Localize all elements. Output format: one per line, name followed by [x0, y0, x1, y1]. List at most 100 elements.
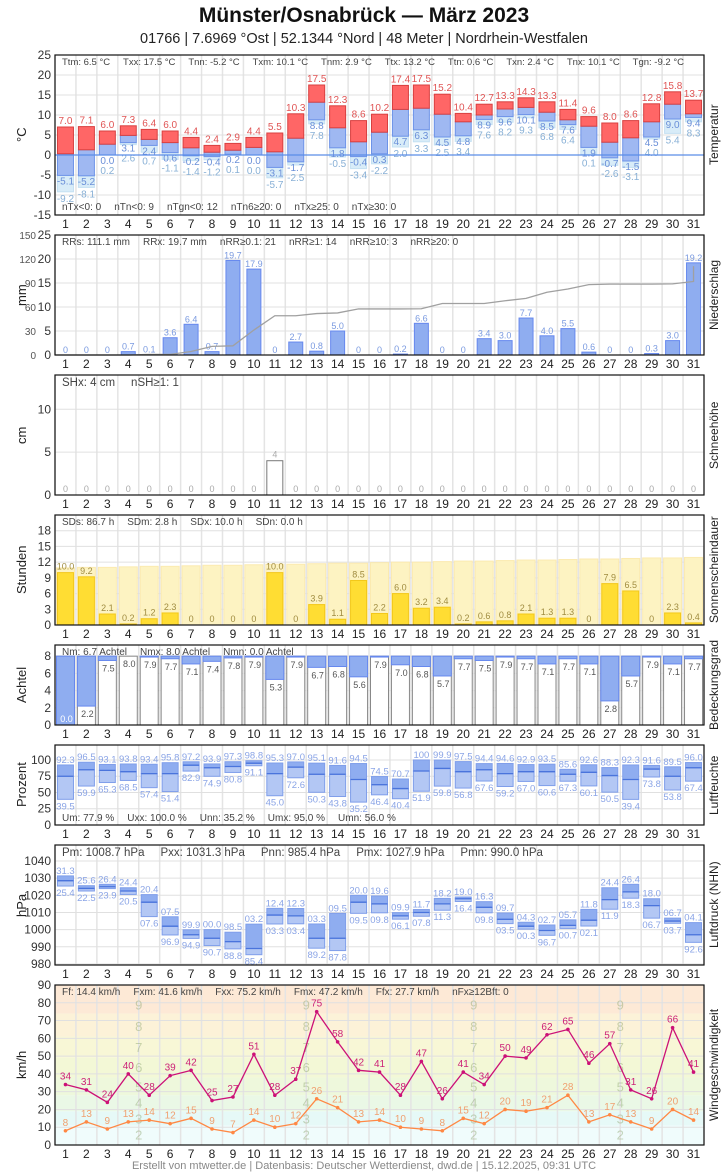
day-label: 4: [125, 357, 132, 371]
day-label: 24: [540, 627, 554, 641]
stat-item: Pnn: 985.4 hPa: [260, 847, 341, 859]
day-label: 26: [582, 967, 596, 981]
gust-point: [482, 1082, 486, 1087]
max-label: 98.5: [224, 922, 243, 933]
max-label: 97.3: [224, 752, 243, 763]
wind-label: 9: [105, 1116, 111, 1127]
sun-bar: [329, 618, 347, 626]
day-label: 21: [477, 1147, 491, 1161]
tmin-bar: [643, 121, 661, 138]
stat-item: Tnm: 2.9 °C: [321, 57, 372, 68]
panel-title: Windgeschwindigkeit: [707, 1008, 721, 1122]
min-label: 68.5: [119, 782, 138, 793]
tmax-bar: [56, 126, 74, 155]
day-label: 27: [603, 627, 617, 641]
y-tick-label: 4: [44, 684, 51, 698]
day-label: 16: [373, 497, 387, 511]
day-label: 25: [561, 357, 575, 371]
day-label: 24: [540, 1147, 554, 1161]
clear-sky-bar: [537, 655, 557, 665]
wind-point: [503, 1107, 507, 1112]
cloud-label: 7.5: [102, 663, 115, 673]
max-label: 03.3: [307, 914, 326, 925]
wind-label: 9: [419, 1116, 425, 1127]
min-label: 89.2: [307, 950, 326, 961]
tground-label: -2.5: [287, 173, 305, 184]
precip-label: 6.4: [185, 314, 198, 324]
gust-label: 57: [604, 1031, 616, 1042]
lower-range-bar: [391, 788, 409, 800]
sun-bar: [559, 617, 577, 626]
sun-bar: [161, 612, 179, 626]
precip-label: 3.4: [478, 329, 491, 339]
day-label: 2: [83, 357, 90, 371]
max-label: 92.3: [56, 755, 75, 766]
panel-background: [55, 235, 704, 355]
gust-label: 28: [144, 1082, 156, 1093]
upper-range-bar: [308, 762, 326, 775]
day-label: 6: [167, 967, 174, 981]
min-label: 20.5: [119, 896, 138, 907]
cloud-label: 7.4: [207, 664, 220, 674]
beaufort-label: 4: [135, 1095, 142, 1110]
gust-label: 31: [625, 1077, 637, 1088]
day-label: 18: [415, 497, 429, 511]
gust-label: 27: [227, 1084, 239, 1095]
y-tick-label: 20: [38, 1102, 52, 1116]
day-label: 8: [209, 627, 216, 641]
cloud-label: 7.7: [458, 662, 471, 672]
panel-title: Sonnenscheindauer: [707, 516, 721, 624]
clear-sky-bar: [411, 655, 431, 668]
min-label: 43.8: [328, 799, 347, 810]
day-label: 18: [415, 727, 429, 741]
precip-bar: [476, 338, 492, 356]
cloud-label: 7.1: [542, 667, 555, 677]
day-label: 1: [62, 967, 69, 981]
min-label: 25.4: [56, 888, 75, 899]
page-title: Münster/Osnabrück — März 2023: [198, 4, 530, 27]
precip-label: 0: [440, 345, 445, 355]
sun-bar: [266, 572, 284, 626]
day-label: 30: [666, 727, 680, 741]
tmin-label: 7.6: [561, 126, 575, 137]
stat-item: Fmx: 47.2 km/h: [293, 987, 363, 998]
day-label: 11: [269, 727, 282, 741]
cloud-label: 7.1: [667, 667, 680, 677]
tground-label: -8.1: [78, 189, 96, 200]
day-label: 14: [331, 497, 345, 511]
gust-point: [335, 1040, 340, 1044]
gust-label: 25: [206, 1088, 218, 1099]
day-label: 3: [104, 1147, 111, 1161]
beaufort-label: 9: [617, 998, 624, 1013]
day-label: 4: [125, 1147, 132, 1161]
tmax-label: 14.3: [516, 87, 536, 98]
day-label: 3: [104, 827, 111, 841]
tground-label: 0.0: [247, 166, 261, 177]
stat-item: Uxx: 100.0 %: [127, 813, 187, 824]
cloud-label: 5.7: [625, 679, 638, 689]
lower-range-bar: [580, 771, 598, 787]
y-tick-label: 15: [38, 276, 52, 290]
snow-label: 0: [126, 484, 131, 494]
tmin-bar: [371, 131, 388, 155]
gust-label: 28: [395, 1082, 407, 1093]
day-label: 6: [167, 217, 174, 231]
station-info: 01766 | 7.6969 °Ost | 52.1344 °Nord | 48…: [140, 31, 588, 47]
sun-bar: [77, 576, 95, 626]
beaufort-label: 8: [135, 1019, 142, 1034]
day-label: 24: [540, 967, 554, 981]
tmin-label: -0.7: [601, 159, 619, 170]
wind-label: 12: [165, 1111, 177, 1122]
day-label: 2: [83, 1147, 90, 1161]
max-label: 09.7: [496, 903, 515, 914]
day-label: 13: [310, 1147, 324, 1161]
day-label: 8: [209, 1147, 216, 1161]
tground-label: 4.0: [645, 148, 659, 159]
precip-bar: [330, 330, 346, 356]
precip-label: 5.0: [331, 321, 344, 331]
day-label: 18: [415, 1147, 429, 1161]
cloud-label: 5.3: [270, 682, 283, 692]
wind-point: [461, 1116, 466, 1121]
day-label: 22: [498, 1147, 512, 1161]
